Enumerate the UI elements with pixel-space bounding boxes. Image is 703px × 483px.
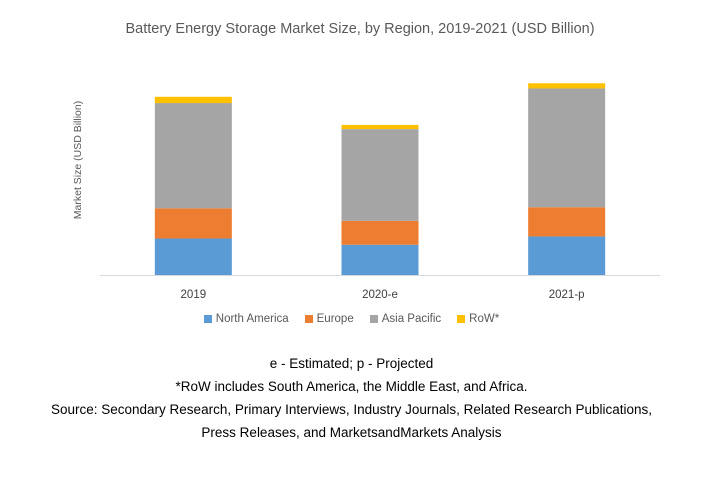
x-tick-label: 2021-p bbox=[549, 289, 585, 301]
bar-segment-row-2021-p bbox=[528, 83, 606, 89]
legend-swatch bbox=[203, 315, 212, 323]
legend-item: RoW* bbox=[457, 313, 499, 325]
bar-segment-asia-pacific-2020-e bbox=[341, 129, 419, 221]
x-tick-label: 2020-e bbox=[362, 289, 398, 301]
bar-segment-north-america-2020-e bbox=[341, 244, 419, 275]
bar-segment-north-america-2019 bbox=[154, 238, 232, 275]
bar-segment-row-2019 bbox=[154, 96, 232, 104]
x-tick-label: 2019 bbox=[181, 289, 207, 301]
legend-label: RoW* bbox=[469, 313, 500, 325]
bar-segment-europe-2021-p bbox=[528, 207, 606, 237]
note-estimated-projected: e - Estimated; p - Projected bbox=[269, 356, 434, 371]
bar-segment-north-america-2021-p bbox=[528, 236, 606, 275]
bar-segment-row-2020-e bbox=[341, 124, 419, 130]
legend-swatch bbox=[457, 315, 466, 323]
legend-label: Europe bbox=[316, 313, 354, 325]
legend-item: Europe bbox=[304, 313, 354, 325]
legend-item: North America bbox=[203, 313, 289, 325]
legend-label: Asia Pacific bbox=[381, 313, 442, 325]
legend-item: Asia Pacific bbox=[369, 313, 442, 325]
bar-segment-asia-pacific-2019 bbox=[154, 103, 232, 209]
bar-chart: 2019 2020-e 2021-p bbox=[100, 83, 660, 301]
footnotes: e - Estimated; p - Projected *RoW includ… bbox=[0, 352, 703, 444]
note-source: Source: Secondary Research, Primary Inte… bbox=[50, 402, 653, 417]
legend: North America Europe Asia Pacific RoW* bbox=[0, 313, 703, 325]
x-tick-labels: 2019 2020-e 2021-p bbox=[181, 289, 585, 301]
legend-swatch bbox=[369, 315, 378, 323]
legend-label: North America bbox=[215, 313, 289, 325]
bar-segment-europe-2020-e bbox=[341, 220, 419, 245]
bar-segment-asia-pacific-2021-p bbox=[528, 88, 606, 208]
bar-segment-europe-2019 bbox=[154, 208, 232, 239]
note-source-continued: Press Releases, and MarketsandMarkets An… bbox=[201, 425, 502, 440]
bars-group bbox=[154, 83, 606, 275]
legend-swatch bbox=[304, 315, 313, 323]
chart-title: Battery Energy Storage Market Size, by R… bbox=[125, 21, 595, 37]
note-row-definition: *RoW includes South America, the Middle … bbox=[175, 379, 528, 394]
